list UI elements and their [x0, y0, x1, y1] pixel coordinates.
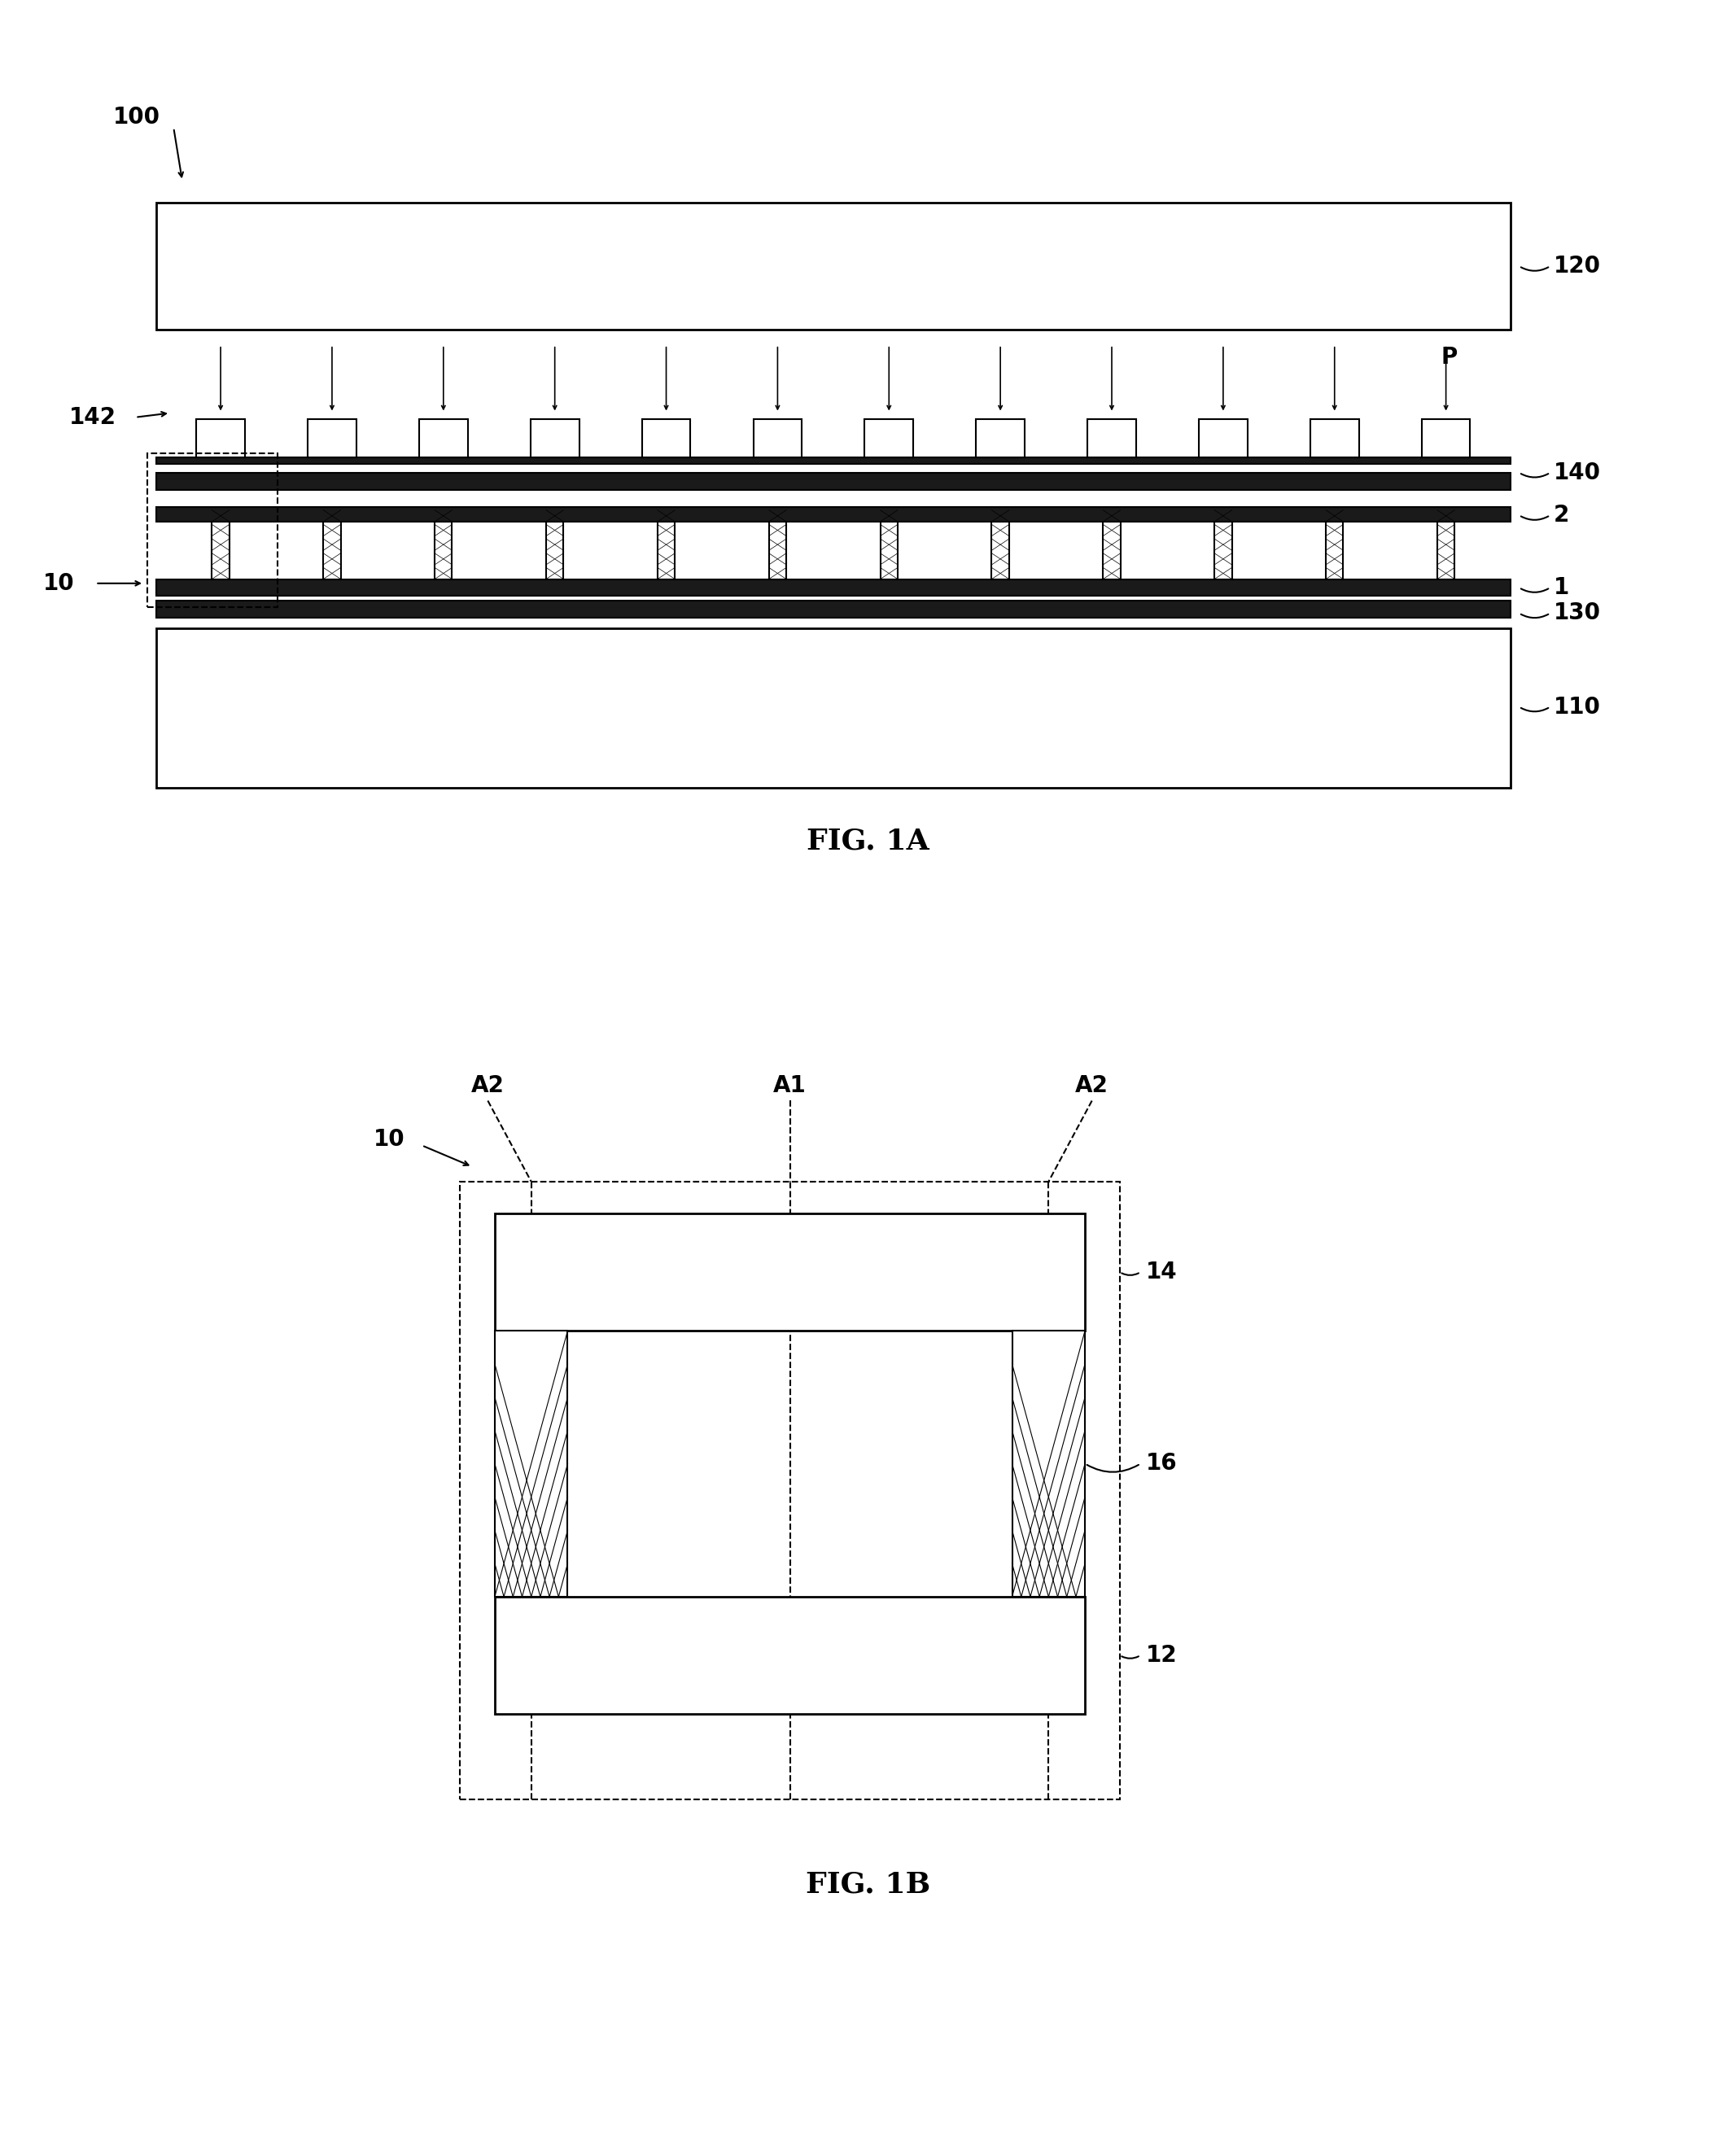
Text: 10: 10 [373, 1128, 404, 1150]
Bar [156, 202, 1510, 330]
Text: 142: 142 [69, 407, 116, 428]
Bar [1087, 419, 1135, 458]
Bar [156, 628, 1510, 788]
Bar [148, 453, 278, 607]
Bar [991, 522, 1009, 579]
Bar [495, 1214, 1085, 1331]
Text: P: P [1441, 347, 1458, 368]
Bar [156, 473, 1510, 490]
Bar [418, 419, 467, 458]
Bar [769, 522, 786, 579]
Text: 100: 100 [113, 106, 160, 128]
Bar [865, 419, 913, 458]
Text: A1: A1 [773, 1075, 807, 1096]
Text: 110: 110 [1554, 696, 1601, 717]
Bar [1326, 522, 1344, 579]
Bar [976, 419, 1024, 458]
Bar [156, 579, 1510, 596]
Bar [753, 419, 802, 458]
Bar [323, 522, 340, 579]
Bar [880, 522, 898, 579]
Text: 130: 130 [1554, 603, 1601, 624]
Bar [156, 600, 1510, 617]
Bar [460, 1182, 1120, 1799]
Bar [212, 522, 229, 579]
Bar [1102, 522, 1120, 579]
Text: 12: 12 [1146, 1644, 1177, 1667]
Text: A2: A2 [1075, 1075, 1109, 1096]
Text: 2: 2 [1554, 505, 1569, 526]
Text: 1: 1 [1554, 577, 1569, 598]
Text: 140: 140 [1554, 462, 1601, 483]
Text: 10: 10 [43, 573, 75, 594]
Bar [642, 419, 691, 458]
Bar [1200, 419, 1248, 458]
Bar [1215, 522, 1233, 579]
Text: FIG. 1A: FIG. 1A [807, 828, 929, 854]
Text: 16: 16 [1146, 1452, 1177, 1475]
Bar [307, 419, 356, 458]
Bar [1012, 1331, 1085, 1597]
Bar [1422, 419, 1470, 458]
Bar [658, 522, 675, 579]
Bar [495, 1597, 1085, 1714]
Bar [156, 507, 1510, 522]
Bar [434, 522, 451, 579]
Bar [156, 458, 1510, 464]
Text: FIG. 1B: FIG. 1B [806, 1871, 930, 1897]
Bar [196, 419, 245, 458]
Text: A2: A2 [470, 1075, 505, 1096]
Text: 14: 14 [1146, 1260, 1177, 1284]
Bar [547, 522, 564, 579]
Text: 120: 120 [1554, 255, 1601, 277]
Bar [1437, 522, 1455, 579]
Bar [531, 419, 580, 458]
Bar [1311, 419, 1359, 458]
Bar [495, 1331, 568, 1597]
